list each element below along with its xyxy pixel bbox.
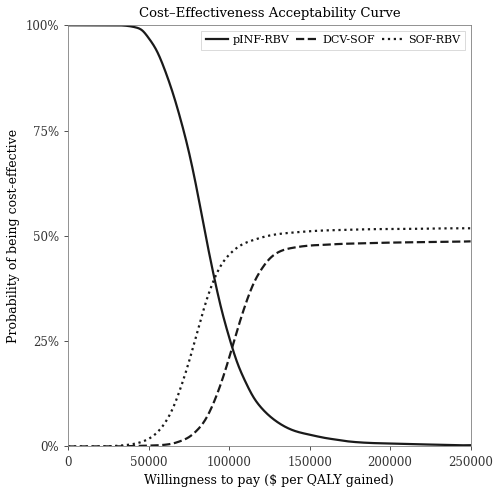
Title: Cost–Effectiveness Acceptability Curve: Cost–Effectiveness Acceptability Curve — [138, 7, 400, 20]
pINF-RBV — [135, 25, 141, 31]
DCV-SOF — [111, 444, 117, 450]
Legend: pINF-RBV, DCV-SOF, SOF-RBV: pINF-RBV, DCV-SOF, SOF-RBV — [202, 31, 465, 50]
pINF-RBV — [468, 442, 473, 448]
X-axis label: Willingness to pay ($ per QALY gained): Willingness to pay ($ per QALY gained) — [144, 474, 394, 487]
SOF-RBV — [468, 225, 473, 231]
pINF-RBV — [111, 22, 117, 28]
pINF-RBV — [220, 310, 226, 316]
SOF-RBV — [111, 443, 117, 449]
Line: pINF-RBV: pINF-RBV — [68, 25, 470, 445]
DCV-SOF — [460, 239, 466, 245]
SOF-RBV — [220, 260, 226, 266]
SOF-RBV — [460, 225, 466, 231]
SOF-RBV — [135, 440, 141, 446]
SOF-RBV — [416, 226, 422, 232]
DCV-SOF — [220, 376, 226, 382]
SOF-RBV — [65, 444, 71, 450]
DCV-SOF — [135, 443, 141, 449]
pINF-RBV — [237, 367, 243, 372]
DCV-SOF — [65, 444, 71, 450]
DCV-SOF — [416, 239, 422, 245]
DCV-SOF — [237, 319, 243, 325]
SOF-RBV — [460, 225, 466, 231]
SOF-RBV — [237, 243, 243, 249]
pINF-RBV — [416, 441, 422, 447]
Line: SOF-RBV: SOF-RBV — [68, 228, 470, 447]
DCV-SOF — [468, 239, 473, 245]
Line: DCV-SOF: DCV-SOF — [68, 242, 470, 447]
Y-axis label: Probability of being cost-effective: Probability of being cost-effective — [7, 129, 20, 343]
pINF-RBV — [460, 442, 466, 448]
pINF-RBV — [460, 442, 466, 448]
pINF-RBV — [65, 22, 71, 28]
